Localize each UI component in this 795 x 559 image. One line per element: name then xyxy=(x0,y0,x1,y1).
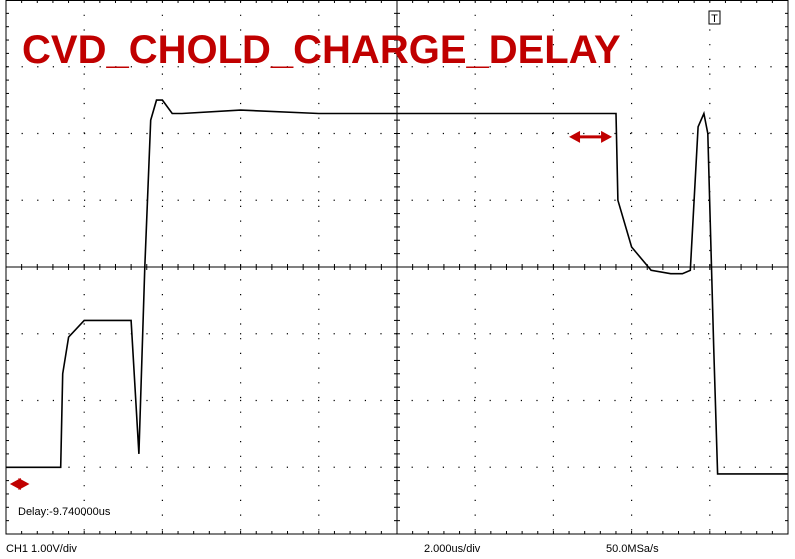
double-arrow-head-left xyxy=(9,477,21,490)
trigger-marker-label: T xyxy=(711,13,718,25)
delay-readout: Delay:-9.740000us xyxy=(18,506,111,518)
graticule xyxy=(5,0,789,535)
time-scale: 2.000us/div xyxy=(424,543,481,555)
sample-rate: 50.0MSa/s xyxy=(606,543,659,555)
chart-title: CVD_CHOLD_CHARGE_DELAY xyxy=(22,28,621,72)
channel-scale: CH1 1.00V/div xyxy=(6,543,77,555)
annotation-arrows xyxy=(9,130,613,490)
double-arrow-head-left xyxy=(569,130,581,143)
double-arrow-head-right xyxy=(601,130,613,143)
ch1-trace xyxy=(6,99,788,475)
trigger-marker-icon: T xyxy=(708,10,721,25)
double-arrow-head-right xyxy=(18,477,30,490)
